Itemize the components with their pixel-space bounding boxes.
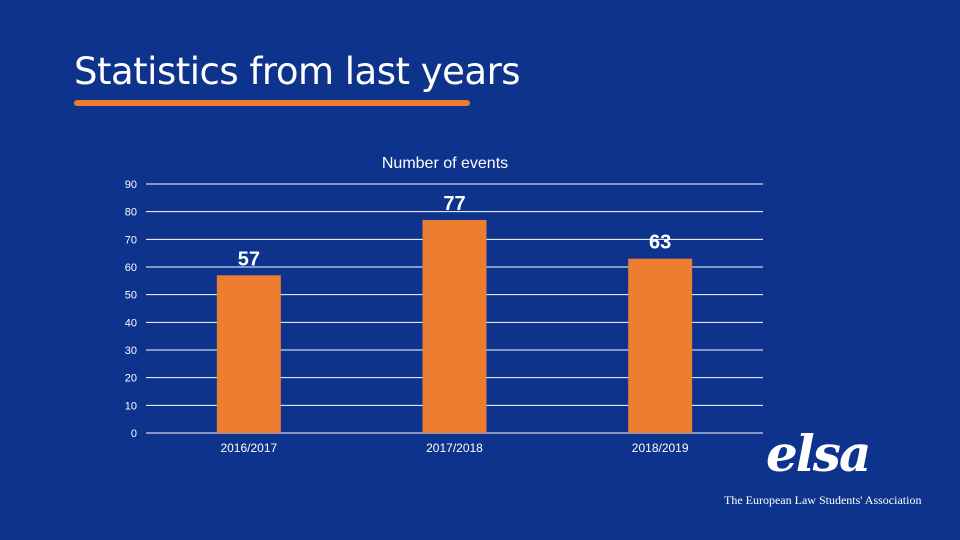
elsa-logo-mark: elsa	[766, 424, 871, 483]
elsa-logo: elsa The European Law Students' Associat…	[722, 424, 922, 514]
x-category-label: 2017/2018	[426, 441, 483, 455]
y-tick-label: 80	[125, 207, 137, 219]
y-axis-ticks: 0 10 20 30 40 50 60 70 80 90	[125, 179, 137, 440]
y-tick-label: 30	[125, 345, 137, 357]
x-axis-categories: 2016/2017 2017/2018 2018/2019	[220, 441, 688, 455]
y-tick-label: 70	[125, 234, 137, 246]
data-labels: 57 77 63	[238, 193, 672, 270]
bar	[628, 258, 693, 433]
y-tick-label: 0	[131, 428, 137, 440]
chart-title: Number of events	[382, 155, 508, 172]
elsa-logo-caption: The European Law Students' Association	[724, 493, 922, 507]
data-label: 77	[443, 193, 465, 215]
x-category-label: 2016/2017	[220, 441, 277, 455]
y-tick-label: 40	[125, 317, 137, 329]
data-label: 63	[649, 232, 671, 254]
y-tick-label: 90	[125, 179, 137, 191]
y-tick-label: 60	[125, 262, 137, 274]
bars	[216, 219, 693, 433]
y-tick-label: 20	[125, 373, 137, 385]
data-label: 57	[238, 248, 260, 270]
y-tick-label: 50	[125, 290, 137, 302]
y-tick-label: 10	[125, 400, 137, 412]
x-category-label: 2018/2019	[632, 441, 689, 455]
slide-title: Statistics from last years	[74, 50, 521, 93]
title-underline	[74, 100, 470, 106]
bar	[422, 219, 487, 433]
bar	[216, 275, 281, 433]
